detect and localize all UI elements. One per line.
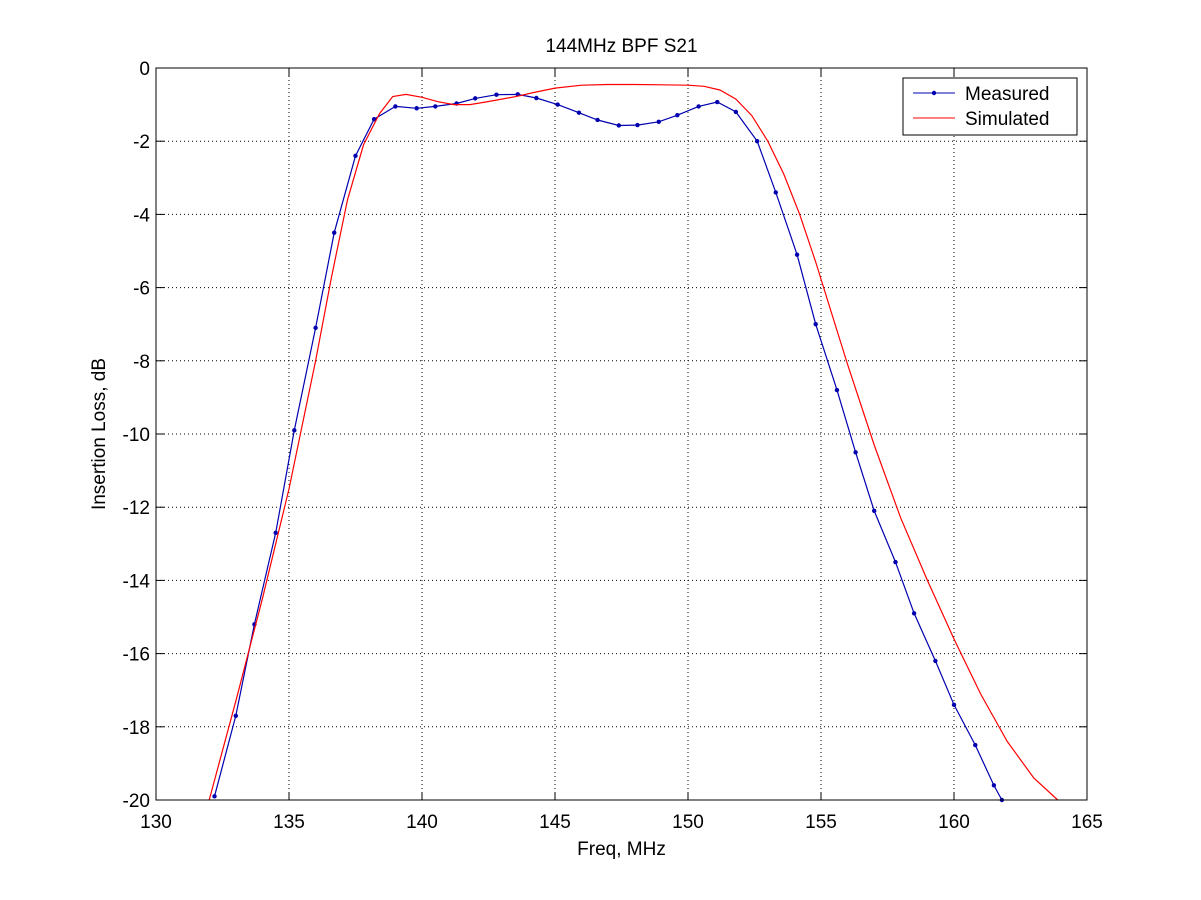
legend: Measured Simulated — [902, 77, 1078, 136]
y-tick-label: -16 — [123, 645, 150, 666]
x-tick-label: 145 — [539, 812, 571, 833]
data-point-measured — [555, 102, 560, 107]
data-point-measured — [656, 119, 661, 125]
x-tick-label: 140 — [406, 812, 438, 833]
data-point-measured — [973, 742, 978, 748]
data-point-measured — [332, 230, 337, 235]
data-point-measured — [353, 153, 358, 159]
data-point-measured — [393, 104, 398, 109]
data-point-measured — [273, 530, 278, 536]
y-axis-title: Insertion Loss, dB — [89, 358, 110, 510]
y-tick-label: -18 — [123, 718, 150, 739]
plot-frame — [155, 67, 1088, 801]
x-tick-label: 130 — [140, 812, 172, 833]
data-point-measured — [371, 117, 377, 122]
y-tick-label: -20 — [123, 791, 150, 812]
y-tick-label: -12 — [123, 498, 150, 519]
x-tick-label: 160 — [938, 812, 970, 833]
data-point-measured — [794, 252, 800, 257]
data-point-measured — [534, 95, 539, 101]
data-point-measured — [313, 325, 318, 331]
legend-box — [902, 77, 1078, 136]
x-tick-label: 135 — [273, 812, 305, 833]
data-point-measured — [911, 611, 917, 616]
data-point-measured — [872, 508, 877, 514]
legend-measured-marker — [931, 90, 937, 96]
y-tick-label: 0 — [139, 59, 150, 80]
data-point-measured — [893, 559, 898, 565]
data-point-measured — [212, 794, 217, 799]
x-tick-label: 155 — [805, 812, 837, 833]
data-point-measured — [473, 96, 478, 101]
legend-simulated-label: Simulated — [965, 109, 1050, 130]
data-point-measured — [733, 109, 739, 115]
data-point-measured — [933, 658, 938, 664]
x-tick-label: 150 — [672, 812, 704, 833]
data-point-measured — [951, 702, 957, 708]
y-tick-label: -2 — [133, 132, 150, 153]
series-line-simulated — [208, 83, 1059, 801]
chart-title: 144MHz BPF S21 — [545, 36, 697, 57]
data-point-measured — [576, 110, 582, 115]
y-tick-label: -10 — [123, 425, 150, 446]
data-point-measured — [635, 122, 640, 128]
data-point-measured — [616, 123, 622, 128]
data-point-measured — [834, 387, 840, 393]
data-point-measured — [414, 106, 419, 111]
data-point-measured — [595, 117, 600, 123]
data-point-measured — [675, 113, 680, 118]
y-tick-label: -4 — [133, 205, 150, 226]
data-point-measured — [715, 99, 720, 105]
data-point-measured — [292, 428, 297, 433]
data-point-measured — [853, 450, 858, 455]
data-point-measured — [773, 190, 778, 195]
y-tick-label: -14 — [123, 571, 151, 592]
x-tick-label: 165 — [1071, 812, 1103, 833]
data-point-measured — [494, 92, 499, 97]
data-point-measured — [754, 139, 760, 144]
series-lines — [208, 83, 1059, 803]
x-axis-title: Freq, MHz — [577, 839, 666, 860]
y-tick-label: -6 — [133, 279, 150, 300]
legend-measured-label: Measured — [965, 84, 1050, 105]
data-point-measured — [233, 713, 238, 719]
data-point-measured — [991, 783, 997, 788]
data-point-measured — [813, 322, 818, 327]
plot-area — [155, 67, 1088, 801]
data-point-measured — [696, 104, 701, 109]
y-tick-label: -8 — [133, 352, 150, 373]
data-point-measured — [433, 104, 438, 109]
